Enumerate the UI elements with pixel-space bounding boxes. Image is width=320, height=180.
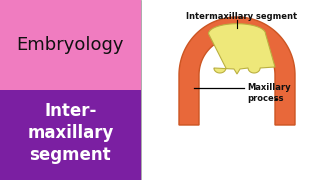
Bar	[0, 0, 141, 90]
Text: Intermaxillary segment: Intermaxillary segment	[187, 12, 298, 21]
PathPatch shape	[209, 24, 275, 74]
Bar	[0, 90, 141, 180]
Text: Maxillary
process: Maxillary process	[247, 83, 291, 103]
Text: Embryology: Embryology	[17, 36, 124, 54]
PathPatch shape	[179, 17, 295, 125]
Bar	[141, 0, 320, 180]
Text: Inter-
maxillary
segment: Inter- maxillary segment	[27, 102, 114, 163]
